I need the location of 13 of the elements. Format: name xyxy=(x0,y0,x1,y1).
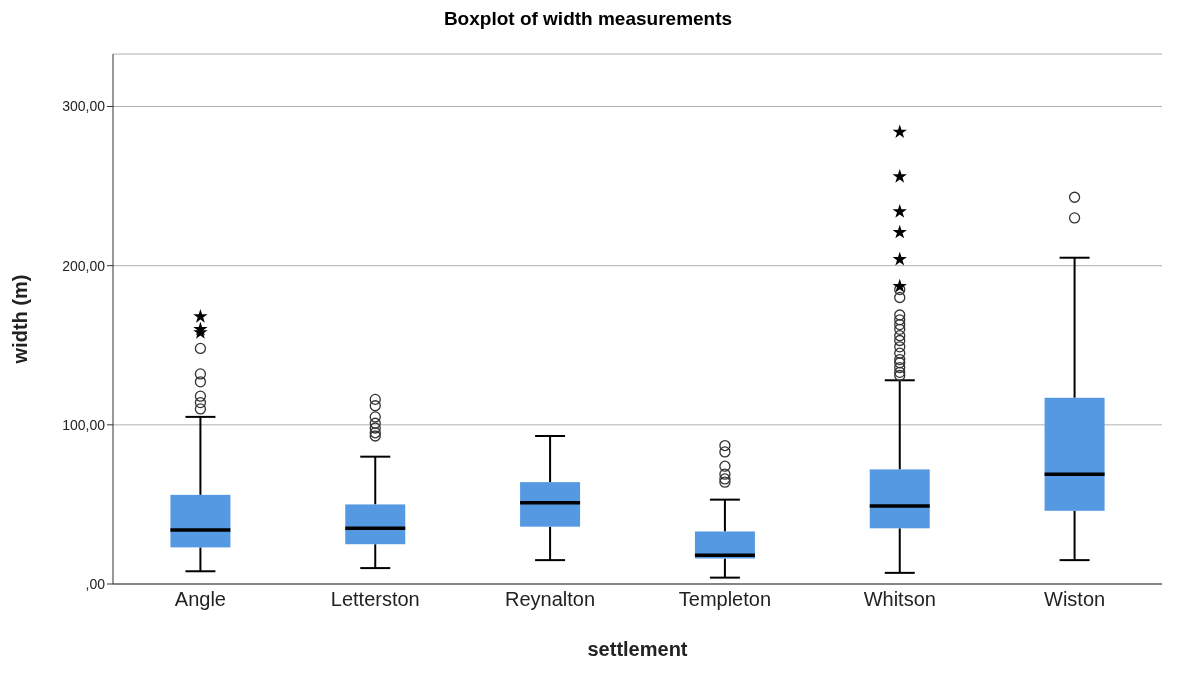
y-axis-title: width (m) xyxy=(9,274,32,365)
x-tick-label: Angle xyxy=(174,588,226,611)
y-tick-label: ,00 xyxy=(85,575,106,592)
y-tick-label: 200,00 xyxy=(62,257,106,274)
x-tick-label: Wiston xyxy=(1044,588,1106,611)
y-tick-label: 100,00 xyxy=(62,416,106,433)
x-tick-label: Templeton xyxy=(678,588,772,611)
x-axis-title: settlement xyxy=(587,638,688,660)
x-tick-label: Whitson xyxy=(863,588,936,611)
y-tick-label: 300,00 xyxy=(62,98,106,115)
x-tick-label: Letterston xyxy=(330,588,420,611)
chart-title: Boxplot of width measurements xyxy=(442,8,734,31)
x-tick-label: Reynalton xyxy=(505,588,596,611)
